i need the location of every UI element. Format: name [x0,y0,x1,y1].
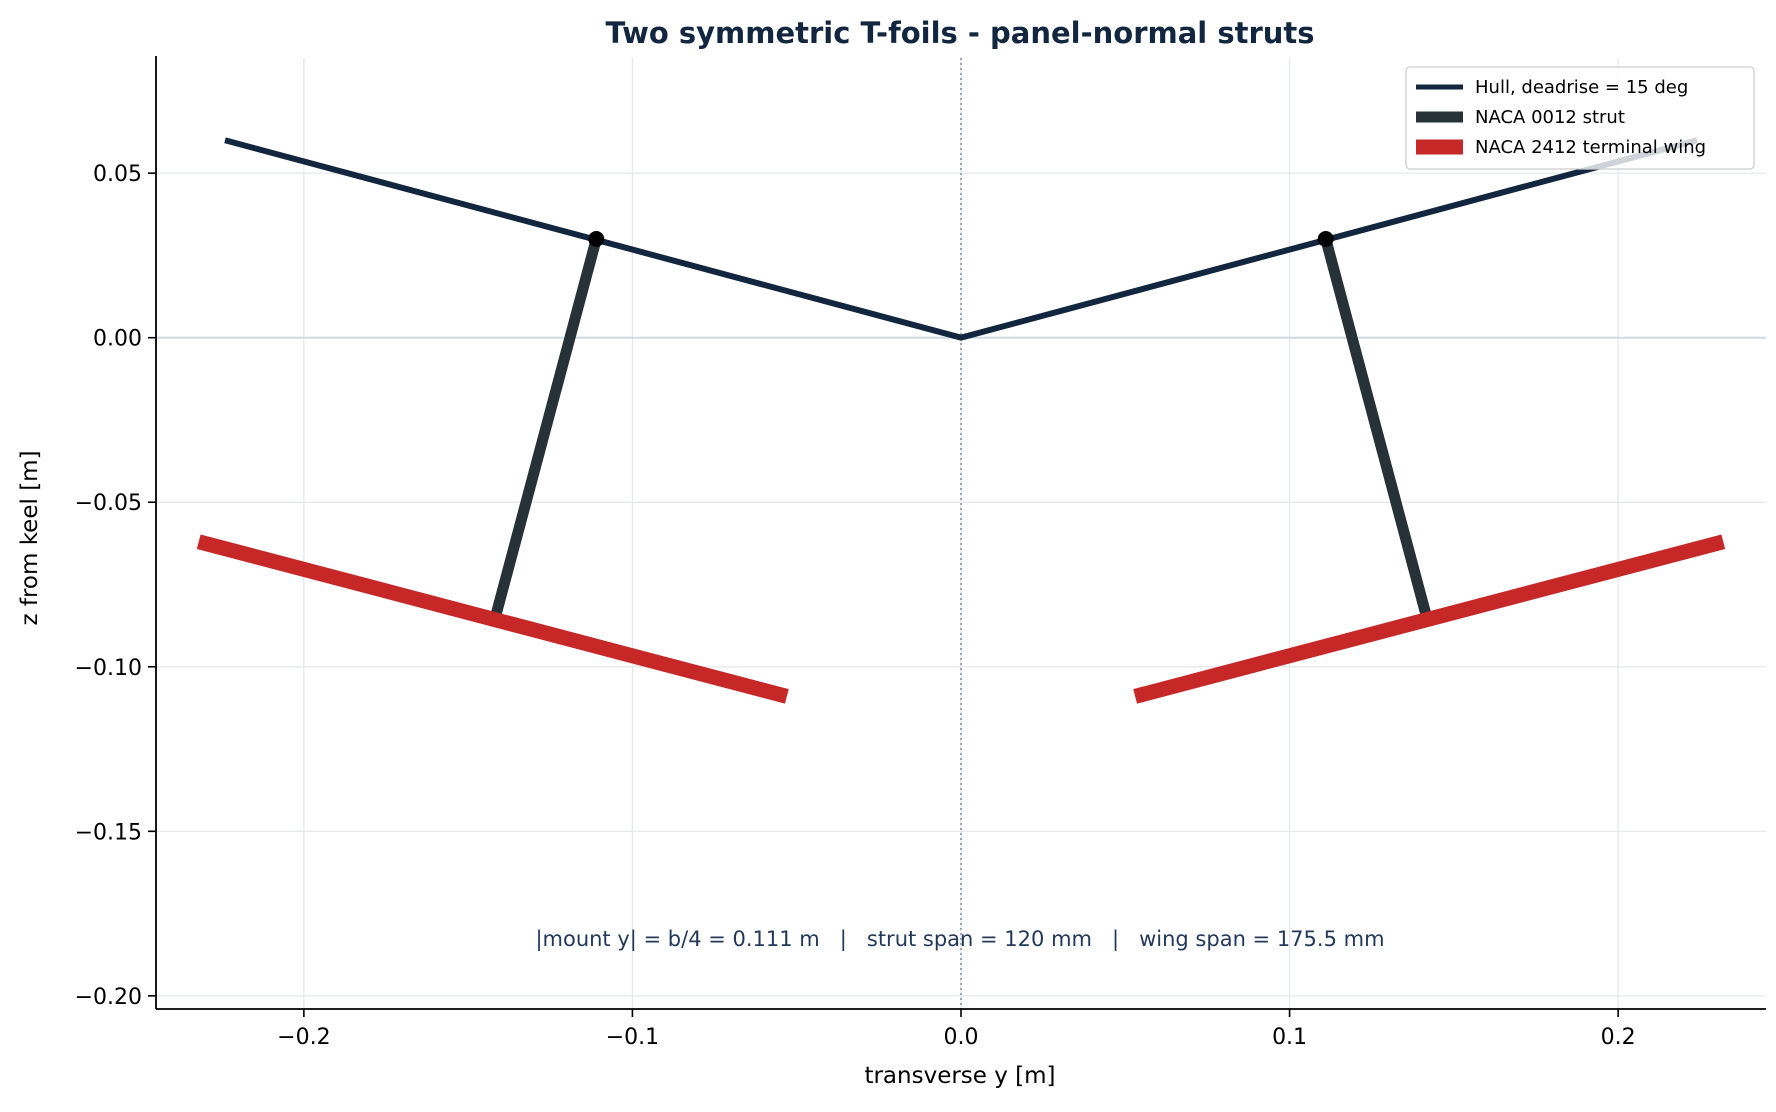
y-tick-label: −0.05 [75,491,142,516]
chart-title: Two symmetric T-foils - panel-normal str… [605,16,1314,50]
legend-frame [1405,66,1755,170]
x-tick-label: 0.2 [1601,1025,1636,1050]
mount-point [1317,230,1334,247]
x-tick-label: 0.1 [1272,1025,1307,1050]
y-tick-label: −0.10 [75,656,142,681]
series-2-segment-1 [1133,534,1726,704]
y-axis-label: z from keel [m] [17,450,43,625]
series-0-line [224,137,1698,341]
series-1-segment-0 [489,237,602,623]
y-tick-label: 0.00 [93,327,142,352]
legend: Hull, deadrise = 15 deg NACA 0012 strut … [1405,66,1755,170]
chart-annotation: |mount y| = b/4 = 0.111 m | strut span =… [535,927,1384,952]
legend-label-strut: NACA 0012 strut [1475,107,1625,128]
legend-label-wing: NACA 2412 terminal wing [1475,137,1706,158]
y-tick-label: 0.05 [93,162,142,187]
x-tick-label: −0.2 [277,1025,330,1050]
axes-layer: −0.2 −0.1 0.0 0.1 0.2 0.05 0.00 −0.05 −0.10 −0.15… [75,56,1766,1050]
series-2-segment-0 [196,534,789,704]
y-tick-label: −0.20 [75,985,142,1010]
y-tick-label: −0.15 [75,820,142,845]
series-layer [196,137,1726,704]
mount-point [588,230,605,247]
x-tick-label: −0.1 [606,1025,659,1050]
x-tick-label: 0.0 [944,1025,979,1050]
x-axis-label: transverse y [m] [864,1063,1055,1089]
series-1-segment-1 [1320,237,1433,623]
legend-label-hull: Hull, deadrise = 15 deg [1475,77,1688,98]
